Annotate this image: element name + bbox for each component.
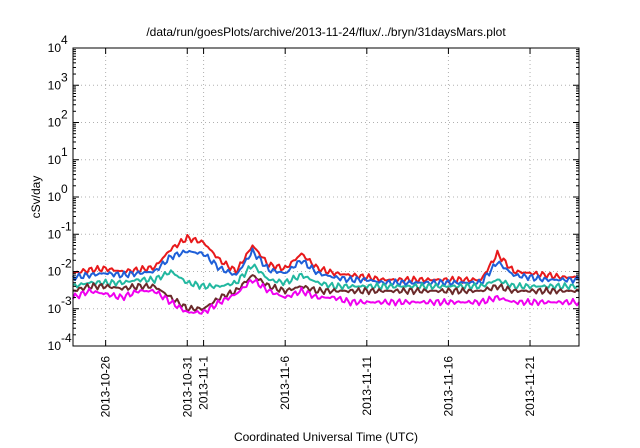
y-tick-label: 10 <box>48 339 62 353</box>
y-tick-label: 10 <box>48 265 62 279</box>
series-line-3 <box>72 263 580 291</box>
y-tick-exponent: 4 <box>61 33 68 47</box>
series-line-1 <box>72 234 580 284</box>
series-line-2 <box>72 247 580 287</box>
x-axis: 2013-10-26 2013-10-31 2013-11-1 2013-11-6 20… <box>99 48 537 417</box>
y-tick-label: 10 <box>48 190 62 204</box>
series-line-4 <box>72 274 580 313</box>
y-tick-exponent: -1 <box>61 219 72 233</box>
x-tick-label: 2013-11-11 <box>360 356 374 416</box>
y-tick-exponent: 3 <box>61 70 68 84</box>
y-tick-exponent: -2 <box>61 257 72 271</box>
x-tick-label: 2013-11-1 <box>197 356 211 410</box>
y-axis-label: cSv/day <box>29 176 43 219</box>
chart-title: /data/run/goesPlots/archive/2013-11-24/f… <box>146 25 506 39</box>
y-tick-exponent: 1 <box>61 145 68 159</box>
y-tick-label: 10 <box>48 227 62 241</box>
series-line-5 <box>72 278 580 315</box>
y-tick-label: 10 <box>48 116 62 130</box>
x-tick-label: 2013-11-6 <box>278 356 292 410</box>
y-tick-label: 10 <box>48 153 62 167</box>
x-tick-label: 2013-11-21 <box>523 356 537 417</box>
y-tick-label: 10 <box>48 302 62 316</box>
series-group <box>72 234 580 315</box>
grid <box>73 48 579 346</box>
x-tick-label: 2013-10-31 <box>180 356 194 418</box>
y-tick-label: 10 <box>48 41 62 55</box>
y-tick-label: 10 <box>48 78 62 92</box>
y-tick-exponent: 2 <box>61 108 68 122</box>
y-tick-exponent: -4 <box>61 331 72 345</box>
y-tick-exponent: -3 <box>61 294 72 308</box>
x-tick-label: 2013-10-26 <box>99 356 113 418</box>
x-tick-label: 2013-11-16 <box>441 356 455 417</box>
x-axis-label: Coordinated Universal Time (UTC) <box>234 430 418 444</box>
y-tick-exponent: 0 <box>61 182 68 196</box>
